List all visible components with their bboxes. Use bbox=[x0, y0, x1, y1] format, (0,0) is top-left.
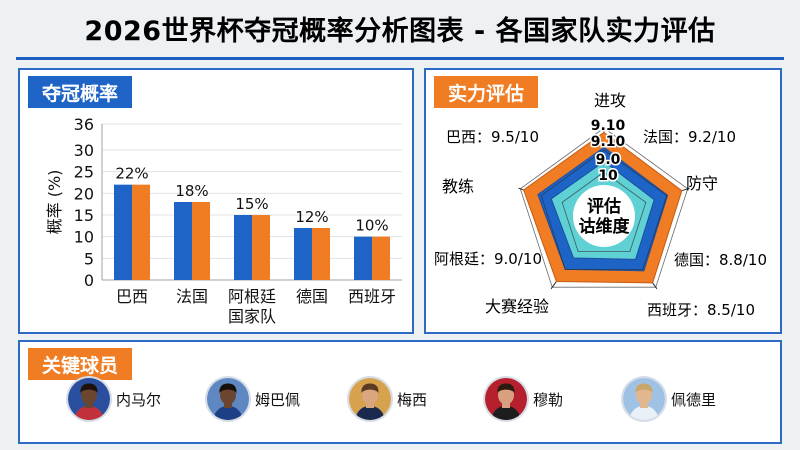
strength-tag: 实力评估 bbox=[434, 76, 539, 108]
radar-grid-ring bbox=[540, 149, 668, 270]
bar-orange bbox=[312, 228, 330, 280]
y-tick-label: 20 bbox=[74, 184, 94, 203]
title-divider bbox=[16, 57, 784, 60]
bar-orange bbox=[252, 215, 270, 280]
radar-score-annotation: 西班牙：8.5/10 bbox=[647, 301, 755, 319]
key-players-tag: 关键球员 bbox=[28, 348, 133, 380]
player-card[interactable]: 梅西 bbox=[349, 378, 427, 420]
bar-blue bbox=[114, 184, 132, 280]
player-name: 内马尔 bbox=[116, 390, 162, 409]
x-category-label: 法国 bbox=[176, 287, 208, 306]
bar-orange bbox=[192, 202, 210, 280]
radar-axis-label: 防守 bbox=[686, 174, 718, 193]
player-card[interactable]: 内马尔 bbox=[68, 378, 161, 420]
radar-score-annotation: 法国：9.2/10 bbox=[643, 128, 736, 146]
radar-center-label: 诂维度 bbox=[579, 216, 631, 237]
radar-score-annotation: 阿根廷：9.0/10 bbox=[434, 250, 542, 268]
radar-center-label: 评估 bbox=[587, 196, 621, 217]
player-name: 佩德里 bbox=[671, 390, 717, 409]
radar-value-label: 9.10 bbox=[591, 134, 626, 150]
y-tick-label: 36 bbox=[74, 115, 94, 134]
x-category-label: 阿根廷 bbox=[228, 287, 276, 306]
player-avatar-icon bbox=[207, 378, 249, 420]
radar-value-label: 9.10 bbox=[591, 118, 626, 134]
y-tick-label: 25 bbox=[74, 163, 94, 182]
bar-blue bbox=[354, 236, 372, 280]
radar-value-label: 9.0 bbox=[596, 152, 621, 168]
player-name: 姆巴佩 bbox=[255, 390, 301, 409]
bar-data-label: 15% bbox=[235, 195, 268, 213]
key-players-panel: 关键球员 内马尔 姆巴佩 梅西 bbox=[18, 340, 782, 444]
player-name: 梅西 bbox=[397, 390, 428, 409]
player-card[interactable]: 穆勒 bbox=[485, 378, 563, 420]
bar-orange bbox=[372, 236, 390, 280]
win-probability-tag: 夺冠概率 bbox=[28, 76, 133, 108]
bar-data-label: 10% bbox=[355, 217, 388, 235]
player-avatar-icon bbox=[623, 378, 665, 420]
radar-axis-label: 进攻 bbox=[594, 91, 626, 110]
page-title: 2026世界杯夺冠概率分析图表 - 各国家队实力评估 bbox=[84, 15, 716, 47]
radar-score-annotation: 巴西：9.5/10 bbox=[446, 128, 539, 146]
y-axis-label: 概率 (%) bbox=[45, 170, 64, 235]
bar-blue bbox=[294, 228, 312, 280]
bar-blue bbox=[174, 202, 192, 280]
player-avatar-icon bbox=[485, 378, 527, 420]
player-card[interactable]: 佩德里 bbox=[623, 378, 716, 420]
radar-score-annotation: 德国：8.8/10 bbox=[674, 251, 767, 269]
y-tick-label: 15 bbox=[74, 206, 94, 225]
y-tick-label: 30 bbox=[74, 141, 94, 160]
x-category-label: 西班牙 bbox=[348, 287, 396, 306]
x-category-label: 国家队 bbox=[228, 307, 276, 326]
x-category-label: 德国 bbox=[296, 287, 328, 306]
radar-value-label: 10 bbox=[598, 168, 618, 184]
radar-grid-ring bbox=[519, 127, 689, 288]
y-tick-label: 5 bbox=[84, 249, 94, 268]
bar-data-label: 18% bbox=[175, 182, 208, 200]
bar-blue bbox=[234, 215, 252, 280]
player-name: 穆勒 bbox=[533, 390, 564, 409]
radar-grid-ring bbox=[561, 171, 647, 252]
radar-axis-label: 大赛经验 bbox=[485, 297, 549, 316]
player-avatar-icon bbox=[349, 378, 391, 420]
player-card[interactable]: 姆巴佩 bbox=[207, 378, 300, 420]
y-tick-label: 10 bbox=[74, 228, 94, 247]
win-probability-panel: 夺冠概率 0 5 10 15 20 25 30 36 概率 (%) 22% 巴西 18% 法国 15% 阿根… bbox=[18, 68, 414, 334]
bar-data-label: 22% bbox=[115, 165, 148, 183]
player-avatar-icon bbox=[68, 378, 110, 420]
radar-center-disk bbox=[573, 185, 635, 247]
y-tick-label: 0 bbox=[84, 271, 94, 290]
radar-axis-label: 教练 bbox=[442, 177, 474, 196]
bar-orange bbox=[132, 184, 150, 280]
strength-panel: 实力评估 评估 诂维度 9.10 9.10 9.0 10 进攻防守 教练大赛经验 巴西：9.5/… bbox=[424, 68, 782, 334]
bar-data-label: 12% bbox=[295, 208, 328, 226]
x-category-label: 巴西 bbox=[116, 287, 148, 306]
